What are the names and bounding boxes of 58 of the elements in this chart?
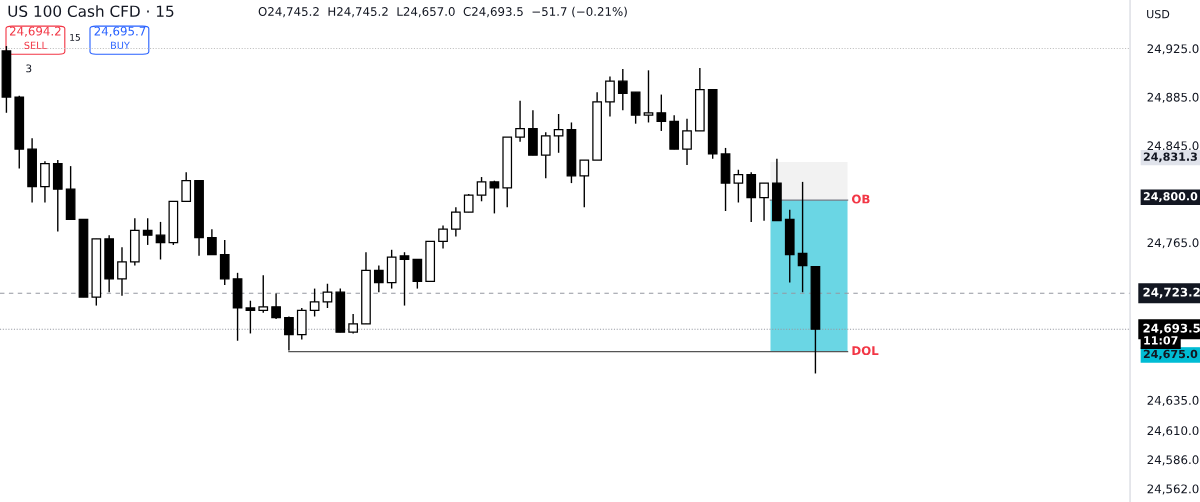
- candlestick: [797, 181, 808, 293]
- candlestick: [617, 68, 628, 112]
- candlestick: [322, 283, 333, 309]
- annotation: 24,695.7: [94, 26, 146, 37]
- candlestick: [746, 171, 757, 223]
- text: 24,831.3: [1143, 152, 1197, 163]
- candlestick: [142, 217, 153, 246]
- annotation: BUY: [111, 41, 130, 49]
- candlestick: [630, 91, 641, 125]
- y-tick-label: 24,845.0: [1147, 141, 1199, 152]
- y-tick-label: 24,610.0: [1147, 426, 1199, 437]
- y-tick-label: 24,885.0: [1147, 92, 1199, 103]
- candlestick: [399, 251, 410, 307]
- y-tick-label: 24,562.0: [1147, 484, 1199, 495]
- ref-line-label: DOL: [852, 346, 879, 356]
- ref-line-label: 24,723.2: [1143, 287, 1200, 299]
- candlestick: [579, 159, 590, 209]
- candlestick: [245, 300, 256, 335]
- candlestick: [117, 246, 127, 297]
- candlestick: [476, 176, 487, 202]
- candlestick: [438, 224, 448, 250]
- candlestick: [207, 228, 217, 256]
- candlestick: [759, 182, 769, 222]
- text: 11:07: [1144, 336, 1178, 345]
- text: O24,745.2 H24,745.2 L24,657.0 C24,693.5 −51.7 (−0.21%): [258, 6, 627, 18]
- candlestick: [181, 171, 192, 202]
- text: 24,800.0: [1143, 192, 1198, 202]
- candlestick: [733, 169, 744, 204]
- annotation: 15: [70, 34, 80, 41]
- text: 24,675.0: [1143, 349, 1198, 360]
- candlestick: [412, 258, 423, 290]
- annotation: 3: [26, 64, 32, 73]
- candlestick: [553, 113, 564, 154]
- candlestick: [605, 75, 615, 118]
- y-tick-label: 24,925.0: [1147, 44, 1199, 55]
- text: USD: [1147, 9, 1170, 19]
- candlestick: [682, 118, 692, 166]
- y-tick-label: 24,635.0: [1147, 395, 1199, 406]
- candlestick: [489, 179, 500, 215]
- ref-line-label: OB: [851, 194, 870, 204]
- candlestick: [540, 131, 551, 179]
- candlestick: [463, 193, 474, 213]
- candlestick: [643, 69, 654, 124]
- candlestick: [515, 99, 525, 143]
- ref-line-label: 24,693.5: [1143, 323, 1200, 335]
- candlestick: [451, 206, 461, 238]
- annotation: SELL: [24, 41, 47, 49]
- candlestick: [258, 274, 269, 314]
- candlestick: [271, 292, 281, 320]
- candlestick: [309, 287, 320, 318]
- candlestick: [656, 93, 667, 132]
- annotation: 24,694.2: [9, 26, 61, 37]
- y-tick-label: 24,765.0: [1147, 238, 1199, 249]
- candlestick: [373, 264, 384, 293]
- chart-title: US 100 Cash CFD · 15: [8, 5, 174, 17]
- candlestick: [284, 315, 294, 352]
- candlestick: [40, 160, 50, 204]
- y-tick-label: 24,586.0: [1147, 455, 1199, 466]
